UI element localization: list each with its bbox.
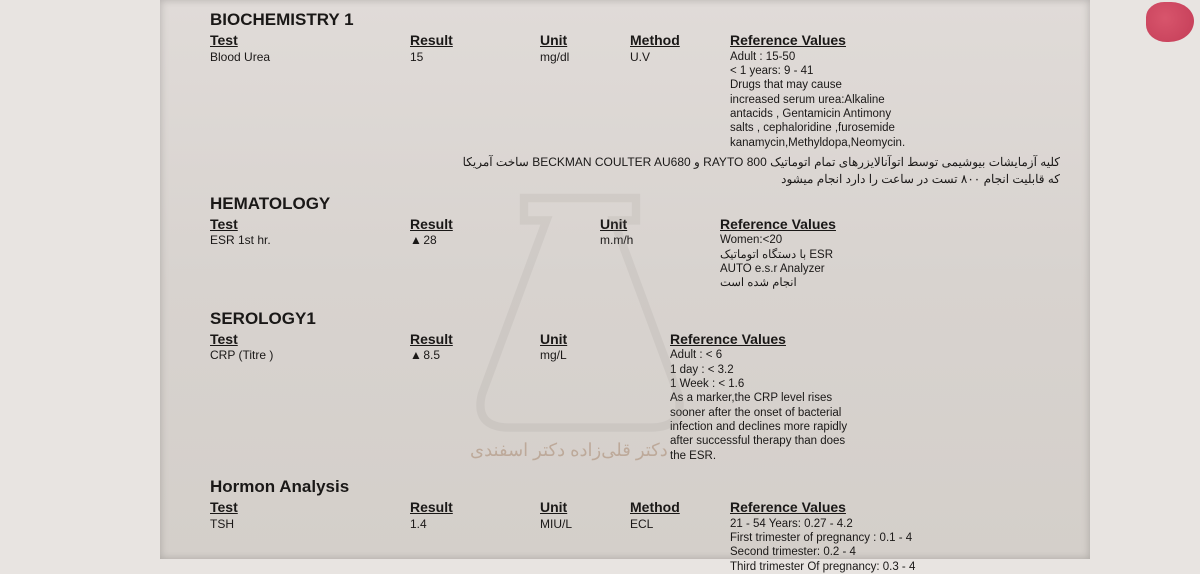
col-test: Test — [210, 331, 410, 349]
hormon-data-row: TSH 1.4 MIU/L ECL 21 - 54 Years: 0.27 - … — [210, 517, 1060, 574]
desk-object — [1146, 2, 1194, 42]
col-ref: Reference Values — [730, 499, 1050, 517]
col-unit: Unit — [540, 499, 630, 517]
test-unit: mg/dl — [540, 50, 630, 151]
section-title-biochemistry: BIOCHEMISTRY 1 — [210, 10, 1060, 30]
test-result: 15 — [410, 50, 540, 151]
col-result: Result — [410, 499, 540, 517]
footnote-line1: کلیه آزمایشات بیوشیمی توسط اتوآنالایزرها… — [210, 154, 1060, 171]
test-name: Blood Urea — [210, 50, 410, 151]
biochem-data-row: Blood Urea 15 mg/dl U.V Adult : 15-50 < … — [210, 50, 1060, 151]
test-unit: m.m/h — [600, 233, 720, 291]
col-unit: Unit — [540, 331, 670, 349]
col-method: Method — [630, 499, 730, 517]
col-test: Test — [210, 32, 410, 50]
col-test: Test — [210, 499, 410, 517]
col-ref: Reference Values — [720, 216, 1050, 234]
biochem-header-row: Test Result Unit Method Reference Values — [210, 32, 1060, 50]
col-ref: Reference Values — [730, 32, 1050, 50]
test-method: ECL — [630, 517, 730, 574]
test-result: 1.4 — [410, 517, 540, 574]
result-value: 8.5 — [423, 348, 440, 362]
up-arrow-icon: ▲ — [410, 233, 420, 248]
test-method: U.V — [630, 50, 730, 151]
test-ref: Adult : < 6 1 day : < 3.2 1 Week : < 1.6… — [670, 348, 1050, 463]
section-title-hormon: Hormon Analysis — [210, 477, 1060, 497]
test-result: ▲ 8.5 — [410, 348, 540, 463]
col-result: Result — [410, 32, 540, 50]
test-unit: MIU/L — [540, 517, 630, 574]
test-ref: 21 - 54 Years: 0.27 - 4.2 First trimeste… — [730, 517, 1050, 574]
col-test: Test — [210, 216, 410, 234]
hema-data-row: ESR 1st hr. ▲ 28 m.m/h Women:<20 ESR با … — [210, 233, 1060, 291]
col-result: Result — [410, 331, 540, 349]
col-result: Result — [410, 216, 600, 234]
result-value: 28 — [423, 233, 436, 247]
col-unit: Unit — [540, 32, 630, 50]
section-title-serology: SEROLOGY1 — [210, 309, 1060, 329]
col-unit: Unit — [600, 216, 720, 234]
col-method: Method — [630, 32, 730, 50]
test-ref: Women:<20 ESR با دستگاه اتوماتیک AUTO e.… — [720, 233, 1050, 291]
col-ref: Reference Values — [670, 331, 1050, 349]
biochem-footnote: کلیه آزمایشات بیوشیمی توسط اتوآنالایزرها… — [210, 154, 1060, 188]
test-result: ▲ 28 — [410, 233, 600, 291]
test-name: ESR 1st hr. — [210, 233, 410, 291]
hema-header-row: Test Result Unit Reference Values — [210, 216, 1060, 234]
test-name: TSH — [210, 517, 410, 574]
section-title-hematology: HEMATOLOGY — [210, 194, 1060, 214]
sero-data-row: CRP (Titre ) ▲ 8.5 mg/L Adult : < 6 1 da… — [210, 348, 1060, 463]
test-ref: Adult : 15-50 < 1 years: 9 - 41 Drugs th… — [730, 50, 1050, 151]
test-name: CRP (Titre ) — [210, 348, 410, 463]
test-unit: mg/L — [540, 348, 670, 463]
sero-header-row: Test Result Unit Reference Values — [210, 331, 1060, 349]
lab-report-paper: دکتر قلی‌زاده دکتر اسفندی BIOCHEMISTRY 1… — [160, 0, 1090, 559]
hormon-header-row: Test Result Unit Method Reference Values — [210, 499, 1060, 517]
footnote-line2: که قابلیت انجام ۸۰۰ تست در ساعت را دارد … — [210, 171, 1060, 188]
up-arrow-icon: ▲ — [410, 348, 420, 363]
